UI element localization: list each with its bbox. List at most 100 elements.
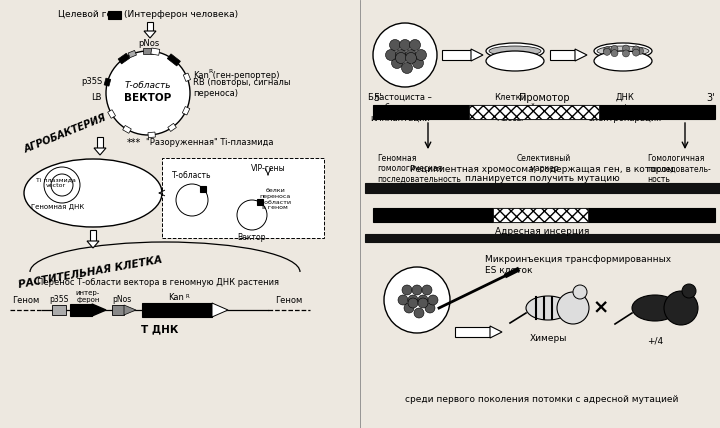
Text: белки
переноса
Т-области
в геном: белки переноса Т-области в геном <box>258 188 292 211</box>
Circle shape <box>106 51 190 135</box>
Text: Промотор: Промотор <box>518 93 570 103</box>
Text: +/4: +/4 <box>647 336 663 345</box>
Circle shape <box>237 200 267 230</box>
Text: РАСТИТЕЛЬНАЯ КЛЕТКА: РАСТИТЕЛЬНАЯ КЛЕТКА <box>18 255 163 290</box>
Circle shape <box>392 57 402 68</box>
Text: Химеры: Химеры <box>529 334 567 343</box>
Text: Селективный
маркер: Селективный маркер <box>517 154 571 173</box>
Circle shape <box>428 295 438 305</box>
Circle shape <box>402 285 412 295</box>
Circle shape <box>636 48 644 54</box>
Text: Перенос Т-области вектора в геномную ДНК растения: Перенос Т-области вектора в геномную ДНК… <box>37 278 279 287</box>
Text: Kan: Kan <box>193 71 209 80</box>
Bar <box>442 50 471 60</box>
Circle shape <box>418 298 428 308</box>
Bar <box>108 110 115 118</box>
Ellipse shape <box>594 51 652 71</box>
Text: Микроинъекция трансформированных
ES клеток: Микроинъекция трансформированных ES клет… <box>485 255 671 275</box>
Bar <box>167 54 181 66</box>
Circle shape <box>623 45 629 52</box>
Circle shape <box>400 39 410 51</box>
Circle shape <box>682 284 696 298</box>
Circle shape <box>51 174 73 196</box>
Text: Т-область: Т-область <box>125 80 171 89</box>
Bar <box>104 78 111 86</box>
Bar <box>550 50 575 60</box>
Bar <box>122 125 131 133</box>
Circle shape <box>603 48 611 55</box>
Bar <box>200 186 207 192</box>
Text: Kan: Kan <box>168 293 184 302</box>
Circle shape <box>395 50 407 60</box>
Text: Геном: Геном <box>12 296 40 305</box>
Circle shape <box>385 50 397 60</box>
Text: Целевой ген: Целевой ген <box>58 9 118 18</box>
Circle shape <box>611 50 618 56</box>
Bar <box>469 105 599 119</box>
Circle shape <box>404 303 414 313</box>
Text: интер-
ферон: интер- ферон <box>76 291 100 303</box>
Text: Геном: Геном <box>275 296 302 305</box>
Bar <box>148 132 156 138</box>
Circle shape <box>176 184 208 216</box>
Polygon shape <box>87 241 99 248</box>
Circle shape <box>412 285 422 295</box>
Bar <box>150 48 160 55</box>
Circle shape <box>373 23 437 87</box>
Polygon shape <box>471 49 483 61</box>
Polygon shape <box>92 304 106 316</box>
Circle shape <box>418 295 428 305</box>
Text: ВЕКТОР: ВЕКТОР <box>125 93 171 103</box>
Bar <box>365 234 720 242</box>
Bar <box>492 208 588 222</box>
Circle shape <box>44 167 80 203</box>
Polygon shape <box>124 305 136 315</box>
Circle shape <box>414 308 424 318</box>
Circle shape <box>633 46 639 53</box>
Text: VIP-гены: VIP-гены <box>251 164 285 173</box>
Bar <box>256 199 263 205</box>
Bar <box>112 305 124 315</box>
Circle shape <box>408 298 418 308</box>
Text: pNos: pNos <box>138 39 160 48</box>
Text: планируется получить мутацию: планируется получить мутацию <box>464 174 619 183</box>
Ellipse shape <box>486 43 544 59</box>
Text: Т ДНК: Т ДНК <box>141 324 179 334</box>
Circle shape <box>408 295 418 305</box>
Ellipse shape <box>489 46 541 56</box>
Bar <box>142 303 212 317</box>
Bar <box>373 208 715 222</box>
Ellipse shape <box>632 295 678 321</box>
Polygon shape <box>212 303 228 317</box>
Circle shape <box>425 303 435 313</box>
Text: АГРОБАКТЕРИЯ: АГРОБАКТЕРИЯ <box>22 113 108 155</box>
Bar <box>118 53 130 64</box>
Text: ×: × <box>593 298 609 318</box>
Bar <box>168 123 176 131</box>
Text: Вектор: Вектор <box>238 233 266 242</box>
Bar <box>365 183 720 193</box>
Circle shape <box>664 291 698 325</box>
Circle shape <box>422 285 432 295</box>
Ellipse shape <box>24 159 162 227</box>
Text: Геномная ДНК: Геномная ДНК <box>32 204 85 210</box>
Text: p35S: p35S <box>81 77 102 86</box>
Bar <box>52 305 66 315</box>
Text: Геномная
гомологическая
последовательность: Геномная гомологическая последовательнос… <box>377 154 461 184</box>
Text: Реципиентная хромосома, содержащая ген, в котором: Реципиентная хромосома, содержащая ген, … <box>410 165 674 174</box>
Bar <box>455 327 490 337</box>
Circle shape <box>573 285 587 299</box>
Bar <box>128 51 137 58</box>
Circle shape <box>398 295 408 305</box>
Polygon shape <box>575 49 587 61</box>
Text: Адресная инсерция: Адресная инсерция <box>495 227 589 236</box>
Circle shape <box>410 39 420 51</box>
Text: LB: LB <box>91 92 102 101</box>
Circle shape <box>405 53 416 63</box>
Text: Бластоциста –
эмбрион до
имплантации: Бластоциста – эмбрион до имплантации <box>368 93 432 123</box>
Text: R: R <box>186 294 190 299</box>
Bar <box>373 105 715 119</box>
Bar <box>108 11 121 19</box>
Circle shape <box>611 45 618 52</box>
Text: (ген-репортер): (ген-репортер) <box>210 71 279 80</box>
